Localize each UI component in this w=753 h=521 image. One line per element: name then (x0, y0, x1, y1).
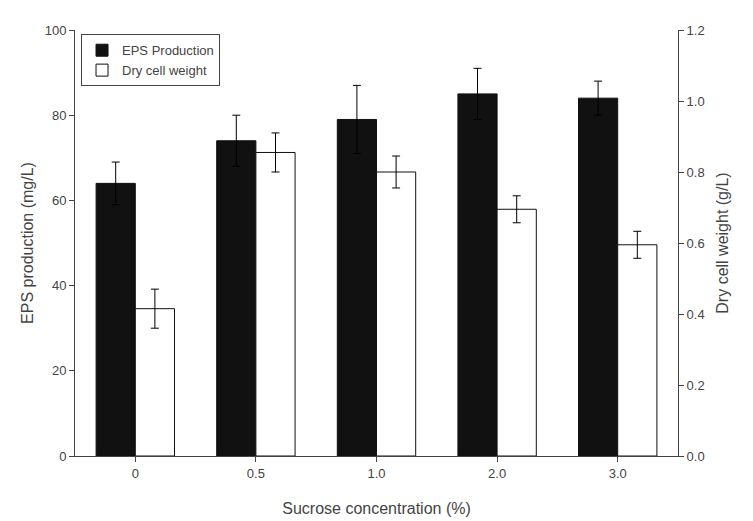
svg-text:0.4: 0.4 (687, 307, 705, 322)
svg-text:Dry cell weight: Dry cell weight (122, 63, 207, 78)
svg-text:1.0: 1.0 (687, 94, 705, 109)
svg-text:60: 60 (52, 193, 66, 208)
svg-text:0: 0 (59, 449, 66, 464)
svg-text:EPS production (mg/L): EPS production (mg/L) (19, 162, 36, 324)
svg-text:0.5: 0.5 (247, 466, 265, 481)
svg-text:1.2: 1.2 (687, 23, 705, 38)
svg-text:0: 0 (132, 466, 139, 481)
svg-text:Sucrose concentration (%): Sucrose concentration (%) (282, 500, 471, 517)
svg-text:Dry cell weight (g/L): Dry cell weight (g/L) (714, 172, 731, 313)
svg-text:3.0: 3.0 (609, 466, 627, 481)
svg-text:100: 100 (45, 23, 67, 38)
svg-text:EPS Production: EPS Production (122, 43, 214, 58)
svg-text:0.6: 0.6 (687, 236, 705, 251)
svg-text:0.8: 0.8 (687, 165, 705, 180)
svg-text:1.0: 1.0 (367, 466, 385, 481)
svg-text:0.0: 0.0 (687, 449, 705, 464)
svg-text:2.0: 2.0 (488, 466, 506, 481)
svg-text:0.2: 0.2 (687, 378, 705, 393)
svg-text:20: 20 (52, 363, 66, 378)
svg-text:40: 40 (52, 278, 66, 293)
svg-text:80: 80 (52, 108, 66, 123)
